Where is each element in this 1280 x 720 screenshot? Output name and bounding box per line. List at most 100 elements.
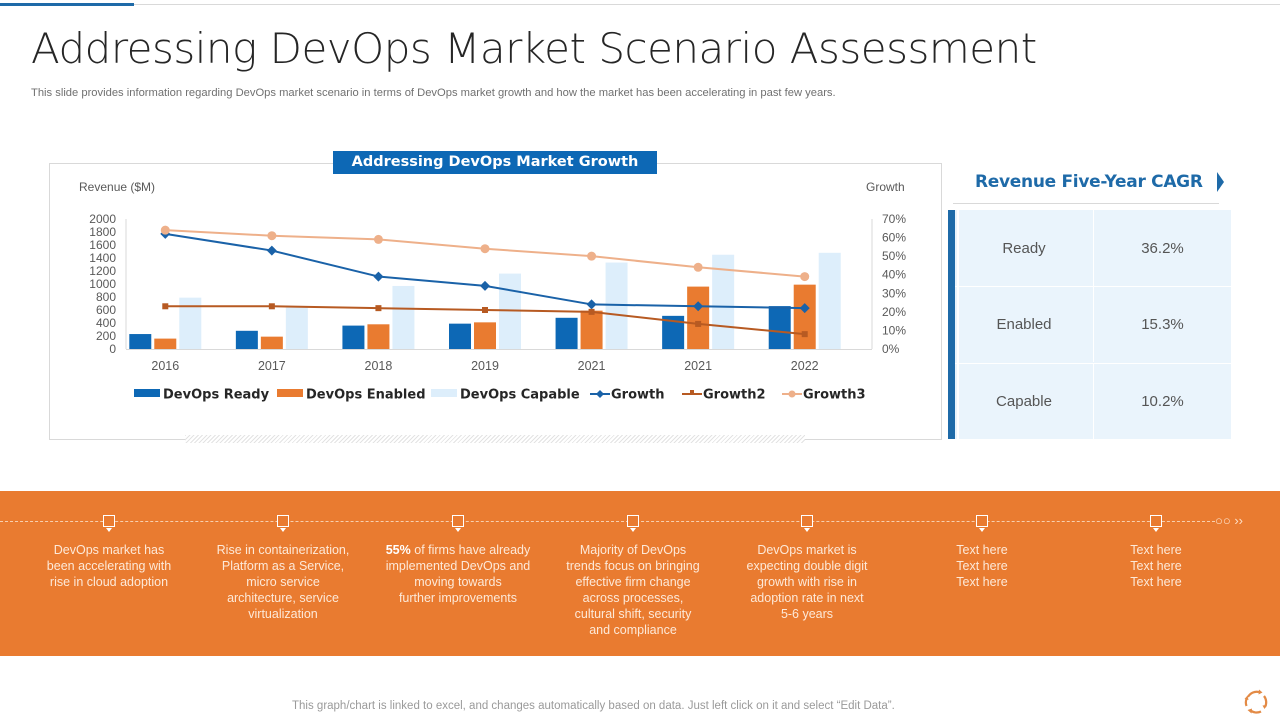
timeline-end-arrows-icon: ○○ ›› (1215, 513, 1243, 528)
x-tick-label: 2016 (151, 359, 179, 373)
legend-devops-ready-swatch (134, 389, 160, 397)
timeline-text-line: trends focus on bringing (566, 559, 700, 573)
timeline-band (0, 491, 1280, 656)
marker-growth2 (375, 305, 382, 312)
y-tick-label: 1800 (89, 225, 116, 239)
bar-devops-ready (342, 325, 365, 349)
y-tick-label: 1400 (89, 251, 116, 265)
y-tick-label: 1600 (89, 238, 116, 252)
timeline-text-line: Text here (956, 543, 1008, 557)
footer-note: This graph/chart is linked to excel, and… (292, 700, 895, 712)
timeline-dashed-line (0, 521, 1215, 522)
y2-tick-label: 70% (882, 212, 906, 226)
legend-devops-capable-swatch (431, 389, 457, 397)
timeline-text-line: Platform as a Service, (221, 559, 345, 573)
y-tick-label: 200 (96, 329, 116, 343)
cagr-row: Capable 10.2% (955, 363, 1231, 439)
timeline-text-line: 55% of firms have already (385, 543, 531, 557)
timeline-text: Majority of DevOps trends focus on bringi… (548, 542, 718, 638)
marker-growth (693, 301, 704, 312)
timeline-text-line: and compliance (589, 623, 677, 637)
timeline-text: Text here Text here Text here (897, 542, 1067, 590)
timeline-text-line: cultural shift, security (574, 607, 692, 621)
bar-devops-ready (768, 306, 791, 349)
y-tick-label: 0 (109, 342, 116, 356)
timeline-text-line: adoption rate in next (750, 591, 864, 605)
timeline-text-line: expecting double digit (746, 559, 868, 573)
y-tick-label: 1200 (89, 264, 116, 278)
legend-growth-label: Growth (611, 388, 665, 403)
cagr-table: Ready 36.2% Enabled 15.3% Capable 10.2% (948, 210, 1231, 439)
timeline-text-line: 5-6 years (780, 607, 834, 621)
cagr-value: 36.2% (1093, 210, 1231, 286)
marker-growth3 (800, 272, 810, 282)
x-tick-label: 2017 (258, 359, 286, 373)
chart-shadow-hatch (185, 435, 805, 443)
legend-devops-enabled-label: DevOps Enabled (306, 388, 426, 403)
cagr-value: 10.2% (1093, 364, 1231, 439)
legend-devops-ready-label: DevOps Ready (163, 388, 270, 403)
timeline-text-line: effective firm change (575, 575, 691, 589)
timeline-text: DevOps market is expecting double digit gr… (722, 542, 892, 622)
x-tick-label: 2019 (471, 359, 499, 373)
legend-growth-marker (596, 390, 604, 398)
marker-growth2 (801, 331, 808, 338)
marker-growth3 (693, 262, 703, 272)
timeline-node-icon (627, 515, 639, 527)
timeline-node-icon (801, 515, 813, 527)
timeline-node-icon (452, 515, 464, 527)
cagr-row: Ready 36.2% (955, 210, 1231, 286)
page-title: Addressing DevOps Market Scenario Assess… (31, 24, 1037, 73)
bar-devops-capable (285, 306, 308, 349)
timeline-node-icon (277, 515, 289, 527)
timeline-highlight: 55% (385, 543, 411, 557)
top-divider (0, 4, 1280, 5)
bar-devops-ready (129, 334, 152, 349)
timeline-text-line: been accelerating with (46, 559, 172, 573)
chart-title: Addressing DevOps Market Growth (333, 151, 657, 174)
timeline-pointer-icon (455, 528, 461, 532)
market-growth-chart[interactable]: Revenue ($M) Growth2000180016001400120010… (0, 0, 945, 445)
x-tick-label: 2018 (365, 359, 393, 373)
marker-growth3 (267, 231, 277, 241)
legend-growth3-label: Growth3 (803, 388, 866, 403)
timeline-text: Rise in containerization, Platform as a S… (198, 542, 368, 622)
y-axis-label: Revenue ($M) (79, 180, 155, 194)
marker-growth2 (482, 307, 488, 313)
timeline-text-line: DevOps market is (757, 543, 857, 557)
timeline-text-line: growth with rise in (756, 575, 858, 589)
bar-devops-ready (449, 323, 471, 349)
cagr-label: Capable (996, 393, 1052, 410)
legend-devops-enabled-swatch (277, 389, 303, 397)
marker-growth (373, 271, 384, 282)
bar-devops-enabled (474, 322, 496, 349)
y2-tick-label: 20% (882, 305, 906, 319)
cagr-header (953, 164, 1219, 204)
bar-devops-enabled (793, 284, 816, 349)
cagr-value: 15.3% (1093, 287, 1231, 362)
legend-devops-capable-label: DevOps Capable (460, 388, 580, 403)
timeline-text-line: DevOps market has (53, 543, 165, 557)
timeline-text-line: Rise in containerization, (216, 543, 350, 557)
legend-growth3-marker (788, 390, 796, 398)
legend-growth2-label: Growth2 (703, 388, 766, 403)
timeline-node-icon (976, 515, 988, 527)
timeline-text: DevOps market has been accelerating with r… (24, 542, 194, 590)
y-tick-label: 400 (96, 316, 116, 330)
marker-growth3 (160, 225, 170, 235)
bar-devops-ready (662, 315, 685, 349)
bar-devops-enabled (367, 324, 390, 349)
timeline-text-line: Text here (1130, 543, 1182, 557)
timeline-text-line: further improvements (398, 591, 518, 605)
timeline-text-line: Text here (1130, 559, 1182, 573)
timeline-text: Text here Text here Text here (1071, 542, 1241, 590)
bar-devops-ready (235, 330, 258, 349)
y2-axis-label: Growth (866, 180, 905, 194)
marker-growth2 (268, 303, 275, 310)
timeline-text-line: micro service (246, 575, 320, 589)
timeline-pointer-icon (280, 528, 286, 532)
marker-growth2 (695, 320, 702, 327)
cagr-row: Enabled 15.3% (955, 286, 1231, 362)
marker-growth3 (373, 234, 383, 244)
cagr-label: Ready (1002, 239, 1046, 257)
